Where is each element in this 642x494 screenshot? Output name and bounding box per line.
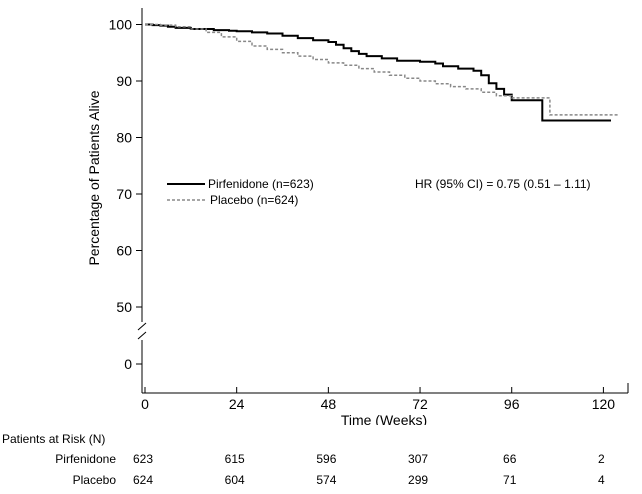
axes: [137, 8, 629, 394]
axis-break-mark: [137, 322, 147, 340]
risk-value: 4: [598, 473, 605, 487]
x-tick-label: 48: [321, 396, 337, 412]
risk-value: 596: [316, 452, 337, 466]
y-tick-label: 70: [116, 186, 132, 202]
risk-value: 299: [408, 473, 429, 487]
risk-row-pirfenidone: Pirfenidone 623 615 596 307 66 2: [0, 450, 642, 470]
x-tick-label: 0: [141, 396, 149, 412]
hazard-ratio-annotation: HR (95% CI) = 0.75 (0.51 – 1.11): [415, 177, 591, 191]
x-tick-label: 96: [504, 396, 520, 412]
y-tick-label: 60: [116, 243, 132, 259]
legend: Pirfenidone (n=623) Placebo (n=624): [167, 177, 314, 207]
y-axis-label: Percentage of Patients Alive: [86, 90, 102, 265]
risk-value: 307: [408, 452, 429, 466]
risk-value: 2: [598, 452, 605, 466]
risk-table-title: Patients at Risk (N): [2, 432, 106, 446]
risk-value: 604: [224, 473, 245, 487]
x-axis-label: Time (Weeks): [341, 412, 427, 425]
risk-value: 624: [132, 473, 154, 487]
series-line-pirfenidone: [145, 23, 611, 122]
legend-label-pirfenidone: Pirfenidone (n=623): [208, 177, 314, 191]
y-tick-label: 100: [109, 17, 133, 33]
risk-value: 574: [316, 473, 337, 487]
y-tick-label: 50: [116, 299, 132, 315]
survival-chart: 0 50 60 70 80 90 100 0 24 48 72 96 120 Percentage of…: [86, 8, 629, 425]
risk-value: 71: [503, 473, 517, 487]
y-tick-label: 80: [116, 130, 132, 146]
risk-row-label: Pirfenidone: [55, 452, 116, 466]
risk-value: 615: [224, 452, 245, 466]
legend-label-placebo: Placebo (n=624): [210, 193, 298, 207]
x-tick-label: 120: [592, 396, 616, 412]
risk-value: 66: [503, 452, 517, 466]
y-tick-label: 90: [116, 73, 132, 89]
risk-value: 623: [132, 452, 154, 466]
y-tick-label: 0: [124, 356, 132, 372]
x-tick-label: 24: [229, 396, 245, 412]
x-tick-label: 72: [412, 396, 428, 412]
risk-row-placebo: Placebo 624 604 574 299 71 4: [0, 471, 642, 491]
series-line-placebo: [145, 23, 619, 116]
risk-row-label: Placebo: [72, 473, 116, 487]
